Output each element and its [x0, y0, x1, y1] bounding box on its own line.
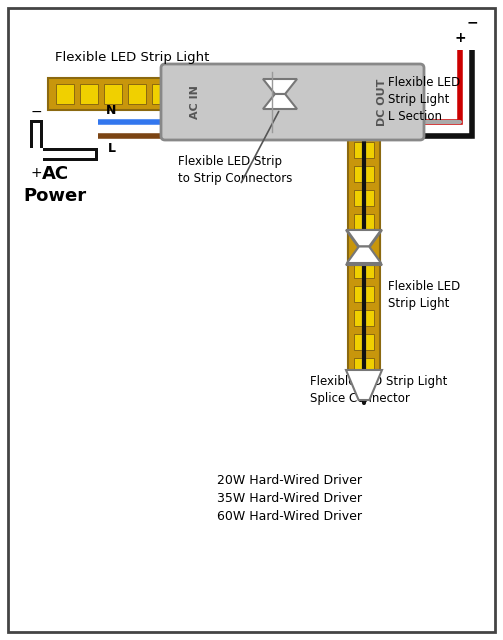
Polygon shape [346, 370, 382, 400]
Bar [104, 84, 122, 104]
Bar [354, 214, 374, 230]
Polygon shape [346, 248, 382, 265]
Bar [351, 84, 369, 104]
Bar [354, 190, 374, 206]
FancyBboxPatch shape [161, 64, 424, 140]
Polygon shape [347, 230, 381, 246]
Bar [354, 238, 374, 254]
Text: DC OUT: DC OUT [377, 78, 387, 125]
Bar [354, 286, 374, 302]
Text: −: − [466, 15, 478, 29]
Text: Flexible LED Strip Light
Splice Connector: Flexible LED Strip Light Splice Connecto… [310, 375, 447, 405]
Bar [354, 118, 374, 134]
Bar [152, 84, 170, 104]
Text: AC IN: AC IN [190, 85, 200, 119]
Bar [303, 84, 321, 104]
Text: 35W Hard-Wired Driver: 35W Hard-Wired Driver [217, 492, 363, 504]
Text: +: + [454, 31, 466, 45]
Bar [354, 166, 374, 182]
Text: Flexible LED Strip Light: Flexible LED Strip Light [55, 51, 209, 65]
Bar [48, 78, 255, 110]
Polygon shape [263, 79, 297, 94]
Bar [348, 110, 380, 370]
Text: Flexible LED Strip
to Strip Connectors: Flexible LED Strip to Strip Connectors [178, 155, 292, 185]
Text: +: + [31, 166, 42, 180]
Bar [200, 84, 218, 104]
Polygon shape [347, 246, 381, 263]
Text: 20W Hard-Wired Driver: 20W Hard-Wired Driver [217, 474, 363, 486]
Bar [327, 84, 345, 104]
Text: Flexible LED
Strip Light
L Section: Flexible LED Strip Light L Section [388, 77, 460, 124]
Text: AC
Power: AC Power [24, 165, 87, 205]
Bar [297, 78, 380, 110]
Bar [224, 84, 242, 104]
Text: Flexible LED
Strip Light: Flexible LED Strip Light [388, 280, 460, 310]
Text: N: N [106, 104, 117, 116]
Text: 60W Hard-Wired Driver: 60W Hard-Wired Driver [217, 509, 363, 522]
Bar [354, 334, 374, 350]
Bar [348, 78, 380, 110]
Polygon shape [30, 120, 98, 161]
Polygon shape [346, 230, 382, 248]
Bar [354, 358, 374, 374]
Bar [176, 84, 194, 104]
Bar [56, 84, 74, 104]
Bar [354, 142, 374, 158]
Bar [128, 84, 146, 104]
Bar [80, 84, 98, 104]
Bar [354, 262, 374, 278]
Text: L: L [108, 141, 116, 154]
Text: −: − [31, 105, 42, 119]
Bar [354, 310, 374, 326]
Polygon shape [263, 94, 297, 109]
Polygon shape [33, 123, 95, 158]
Bar [348, 230, 380, 265]
